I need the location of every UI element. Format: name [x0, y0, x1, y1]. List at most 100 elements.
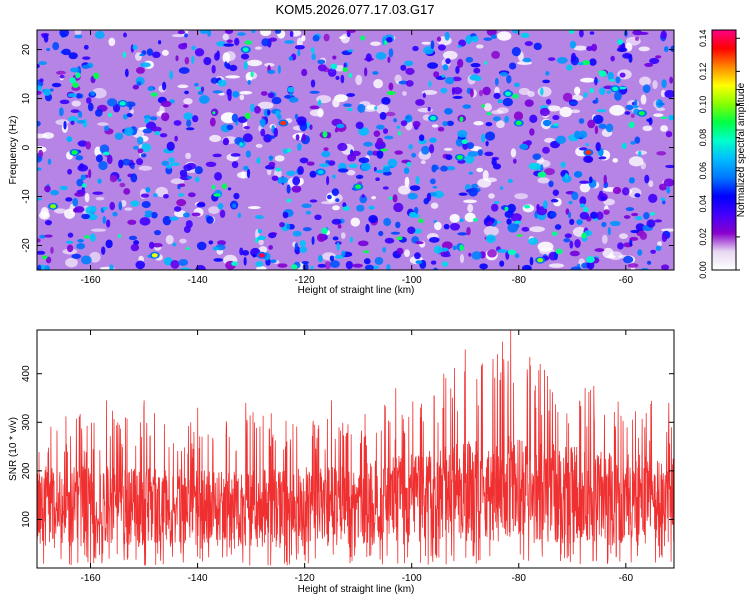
- speckle-blob: [268, 156, 274, 160]
- speckle-blob-bright: [564, 172, 569, 180]
- speckle-blob-bright: [69, 77, 76, 84]
- speckle-blob-bright: [144, 117, 150, 124]
- speckle-blob-bright: [310, 265, 314, 270]
- speckle-blob: [142, 128, 153, 134]
- speckle-gap: [301, 35, 306, 42]
- speckle-blob: [332, 236, 339, 241]
- speckle-gap: [165, 234, 174, 245]
- snr-y-tick-label: 100: [21, 511, 32, 528]
- colorbar-label: Normalized spectral amplitude: [736, 82, 747, 217]
- speckle-gap: [640, 94, 647, 105]
- spectrogram-y-axis: -20 -10 0 10 20: [21, 44, 674, 253]
- speckle-blob: [405, 80, 414, 87]
- speckle-blob: [598, 123, 607, 129]
- speckle-blob: [532, 153, 542, 160]
- speckle-blob: [105, 239, 113, 249]
- speckle-blob: [282, 148, 289, 154]
- speckle-blob: [237, 116, 248, 124]
- speckle-blob: [486, 30, 497, 36]
- speckle-blob-bright: [379, 148, 388, 152]
- speckle-blob: [415, 241, 424, 245]
- speckle-blob: [493, 92, 501, 99]
- speckle-blob: [305, 210, 312, 215]
- speckle-blob-bright: [75, 72, 81, 79]
- speckle-blob: [140, 193, 150, 198]
- speckle-blob: [457, 130, 468, 138]
- speckle-blob: [140, 62, 151, 68]
- speckle-blob: [392, 194, 398, 203]
- speckle-blob: [386, 36, 393, 43]
- speckle-blob-bright: [418, 218, 424, 224]
- speckle-gap: [274, 155, 285, 162]
- speckle-blob-bright: [286, 223, 291, 230]
- speckle-gap: [420, 160, 426, 165]
- speckle-blob: [299, 121, 308, 132]
- speckle-blob: [648, 193, 658, 203]
- speckle-gap: [579, 182, 591, 193]
- speckle-blob: [286, 184, 291, 194]
- speckle-blob: [595, 97, 599, 104]
- speckle-blob: [571, 191, 579, 201]
- speckle-blob: [485, 234, 496, 244]
- speckle-blob: [237, 32, 246, 36]
- spectral-peak: [430, 115, 437, 121]
- speckle-blob: [74, 34, 83, 39]
- speckle-blob: [297, 143, 302, 151]
- speckle-blob: [376, 150, 384, 159]
- speckle-gap: [464, 212, 476, 223]
- speckle-blob: [606, 90, 611, 95]
- speckle-blob: [170, 162, 180, 167]
- speckle-blob-bright: [461, 139, 468, 145]
- speckle-blob: [427, 106, 431, 112]
- colorbar-tick-label: 0.00: [698, 261, 708, 279]
- speckle-gap: [653, 113, 664, 117]
- speckle-blob-bright: [317, 99, 322, 107]
- speckle-blob: [382, 186, 389, 190]
- speckle-blob: [390, 231, 401, 235]
- speckle-blob: [418, 134, 425, 142]
- speckle-blob: [660, 30, 667, 40]
- speckle-blob: [123, 32, 127, 38]
- speckle-blob: [427, 62, 439, 69]
- speckle-blob: [182, 104, 189, 108]
- speckle-blob: [384, 135, 394, 140]
- speckle-blob: [335, 198, 340, 203]
- speckle-blob-bright: [657, 102, 665, 106]
- speckle-blob: [421, 145, 430, 155]
- speckle-gap: [170, 178, 185, 185]
- speckle-blob: [247, 79, 252, 85]
- speckle-blob: [43, 33, 49, 43]
- speckle-blob: [302, 227, 312, 232]
- speckle-blob-bright: [243, 165, 249, 171]
- speckle-blob-bright: [459, 218, 464, 223]
- speckle-blob: [415, 98, 425, 106]
- speckle-blob: [455, 65, 460, 74]
- speckle-blob: [217, 79, 227, 87]
- speckle-gap: [639, 76, 651, 87]
- speckle-blob: [358, 157, 370, 164]
- speckle-blob: [277, 65, 281, 74]
- speckle-blob: [539, 107, 550, 117]
- speckle-blob-bright: [342, 67, 348, 73]
- speckle-blob: [654, 219, 663, 223]
- spectral-peak: [71, 150, 78, 155]
- speckle-gap: [473, 121, 484, 126]
- speckle-blob: [478, 89, 483, 97]
- speckle-blob-bright: [537, 171, 547, 178]
- speckle-blob: [644, 62, 654, 68]
- speckle-blob-bright: [516, 234, 523, 237]
- speckle-blob-bright: [336, 123, 345, 129]
- speckle-blob: [211, 64, 216, 74]
- speckle-blob: [295, 134, 300, 141]
- speckle-blob: [387, 56, 391, 63]
- snr-x-axis: -160 -140 -120 -100 -80 -60: [81, 330, 633, 584]
- speckle-blob: [65, 197, 73, 202]
- speckle-blob: [301, 133, 307, 142]
- speckle-blob: [569, 218, 575, 226]
- speckle-gap: [89, 251, 101, 263]
- speckle-blob: [317, 263, 326, 268]
- speckle-blob-bright: [66, 136, 73, 143]
- speckle-blob: [511, 46, 521, 57]
- speckle-blob-bright: [396, 236, 403, 241]
- speckle-blob: [637, 249, 643, 256]
